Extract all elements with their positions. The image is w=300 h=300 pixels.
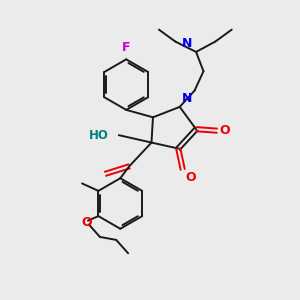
Text: N: N — [182, 92, 192, 105]
Text: F: F — [122, 41, 130, 54]
Text: O: O — [81, 216, 92, 229]
Text: HO: HO — [88, 129, 108, 142]
Text: O: O — [185, 171, 196, 184]
Text: N: N — [182, 38, 193, 50]
Text: O: O — [220, 124, 230, 137]
